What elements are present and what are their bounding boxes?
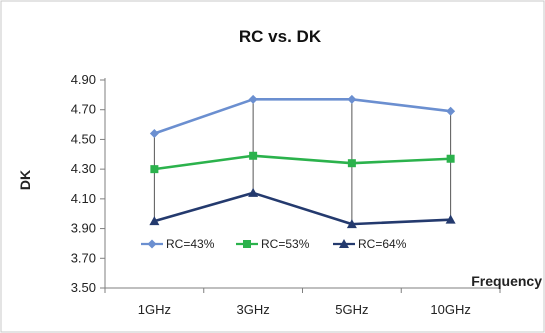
- legend-label: RC=53%: [261, 237, 310, 251]
- data-point: [149, 128, 159, 138]
- x-tick-label: 3GHz: [237, 302, 270, 317]
- x-tick-label: 5GHz: [335, 302, 368, 317]
- legend: RC=43% RC=53% RC=64%: [141, 237, 407, 251]
- legend-marker: [147, 239, 157, 249]
- x-tick-label: 10GHz: [430, 302, 470, 317]
- series-line: [154, 154, 451, 171]
- y-tick-label: 3.70: [71, 250, 96, 265]
- x-tick-label: 1GHz: [138, 302, 171, 317]
- data-point: [149, 216, 160, 226]
- y-tick-label: 3.50: [71, 280, 96, 295]
- data-point: [150, 165, 159, 174]
- y-tick-label: 4.50: [71, 131, 96, 146]
- data-point: [249, 151, 258, 160]
- y-tick-label: 3.90: [71, 221, 96, 236]
- legend-item: RC=64%: [333, 237, 407, 251]
- y-axis: 3.50 3.70 3.90 4.10 4.30 4.50 4.70 4.90: [71, 72, 106, 295]
- data-point: [346, 219, 357, 229]
- series-line: [153, 98, 451, 135]
- data-point: [446, 106, 456, 116]
- y-tick-label: 4.70: [71, 102, 96, 117]
- x-axis: 1GHz 3GHz 5GHz 10GHz: [104, 287, 501, 317]
- chart-title: RC vs. DK: [239, 27, 322, 46]
- legend-label: RC=64%: [358, 237, 407, 251]
- data-point: [347, 94, 357, 104]
- legend-item: RC=43%: [141, 237, 215, 251]
- data-point: [248, 187, 259, 197]
- y-tick-label: 4.30: [71, 161, 96, 176]
- series-3: [149, 187, 456, 229]
- x-axis-label: Frequency: [471, 273, 542, 289]
- series-1: [149, 94, 456, 138]
- legend-marker: [243, 240, 251, 248]
- y-tick-label: 4.90: [71, 72, 96, 87]
- y-axis-label: DK: [17, 170, 33, 190]
- series-line: [154, 191, 451, 226]
- series-2: [150, 151, 455, 174]
- data-point: [446, 154, 455, 163]
- y-tick-label: 4.10: [71, 191, 96, 206]
- series-layer: [149, 94, 456, 229]
- legend-label: RC=43%: [166, 237, 215, 251]
- data-point: [248, 94, 258, 104]
- legend-marker: [339, 239, 349, 248]
- data-point: [445, 214, 456, 224]
- data-point: [347, 159, 356, 168]
- legend-item: RC=53%: [236, 237, 310, 251]
